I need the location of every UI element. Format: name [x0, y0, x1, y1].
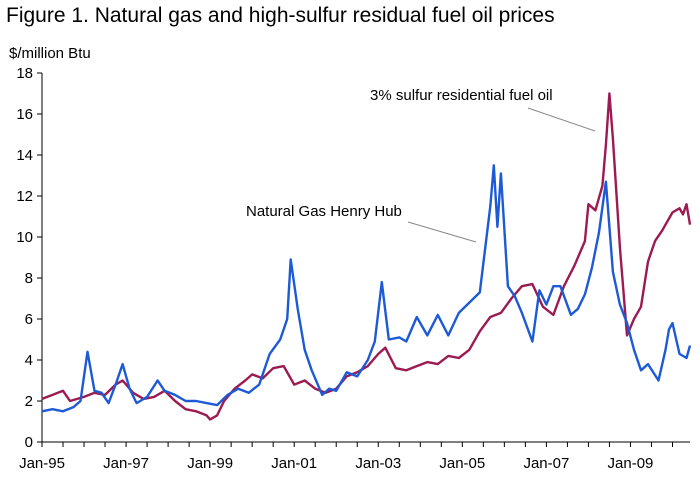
x-tick-label: Jan-95: [19, 455, 65, 472]
y-tick-label: 6: [25, 311, 33, 328]
y-tick-label: 8: [25, 270, 33, 287]
y-tick-label: 0: [25, 434, 33, 451]
x-tick-label: Jan-99: [187, 455, 233, 472]
x-tick-label: Jan-05: [439, 455, 485, 472]
fuel-oil-annotation-label: 3% sulfur residential fuel oil: [370, 87, 553, 104]
natural-gas-annotation-label: Natural Gas Henry Hub: [246, 203, 402, 220]
x-tick-label: Jan-97: [103, 455, 149, 472]
chart-title: Figure 1. Natural gas and high-sulfur re…: [6, 4, 555, 27]
x-tick-label: Jan-01: [271, 455, 317, 472]
y-tick-label: 12: [16, 188, 33, 205]
x-tick-label: Jan-03: [355, 455, 401, 472]
series-line-natural-gas: [41, 164, 692, 413]
y-axis-label: $/million Btu: [9, 45, 91, 62]
x-tick-label: Jan-09: [608, 455, 654, 472]
y-tick-label: 16: [16, 106, 33, 123]
y-tick-label: 4: [25, 352, 33, 369]
y-tick-label: 18: [16, 65, 33, 82]
y-tick-label: 14: [16, 147, 33, 164]
y-tick-label: 2: [25, 393, 33, 410]
series-line-fuel-oil: [41, 92, 692, 421]
natural-gas-annotation-leader: [407, 221, 477, 243]
fuel-oil-annotation-leader: [527, 107, 596, 132]
x-tick-label: Jan-07: [523, 455, 569, 472]
y-tick-label: 10: [16, 229, 33, 246]
